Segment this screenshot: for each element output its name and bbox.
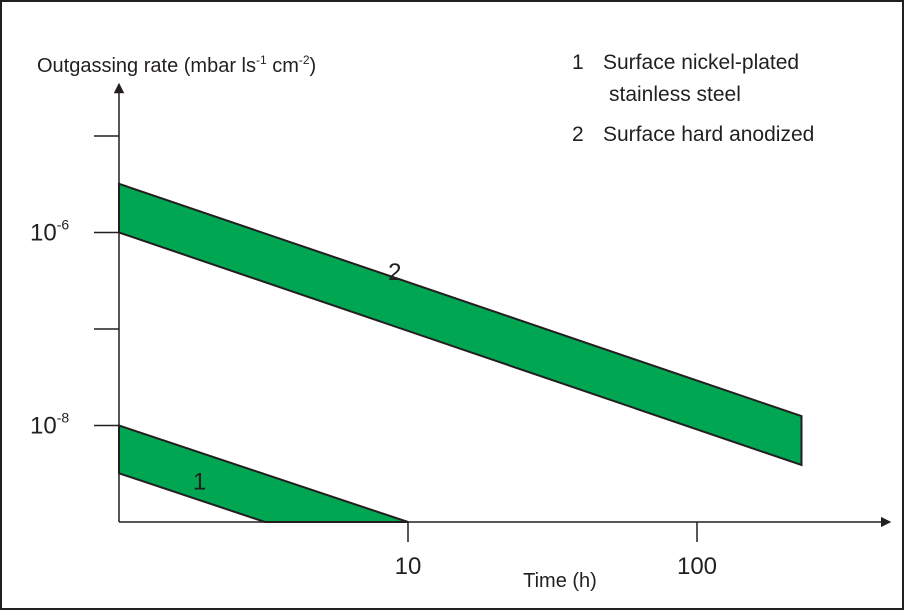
axes bbox=[113, 82, 892, 528]
legend-item-2-number: 2 bbox=[572, 123, 584, 146]
legend-item-1-line-2: stainless steel bbox=[609, 83, 741, 106]
y-tick-label: 10-8 bbox=[30, 410, 69, 440]
x-tick-label: 100 bbox=[677, 553, 717, 580]
y-axis-label-sup-1: -1 bbox=[256, 53, 267, 67]
y-axis-label: Outgassing rate (mbar ls-1 cm-2) bbox=[37, 53, 316, 77]
x-tick-label: 10 bbox=[395, 553, 422, 580]
series-1-label: 1 bbox=[193, 468, 206, 495]
x-axis-label: Time (h) bbox=[523, 570, 597, 592]
y-axis-label-sup-2: -2 bbox=[299, 53, 310, 67]
legend-item-1-line-1: Surface nickel-plated bbox=[603, 51, 799, 74]
legend-item-1-number: 1 bbox=[572, 51, 584, 74]
tick-marks: 10-8 10-6 10 100 bbox=[30, 135, 717, 580]
legend-item-2-line-1: Surface hard anodized bbox=[603, 123, 814, 146]
y-tick-label: 10-6 bbox=[30, 217, 69, 247]
series-2-label: 2 bbox=[388, 259, 401, 286]
legend: 1 Surface nickel-plated stainless steel … bbox=[572, 51, 814, 146]
